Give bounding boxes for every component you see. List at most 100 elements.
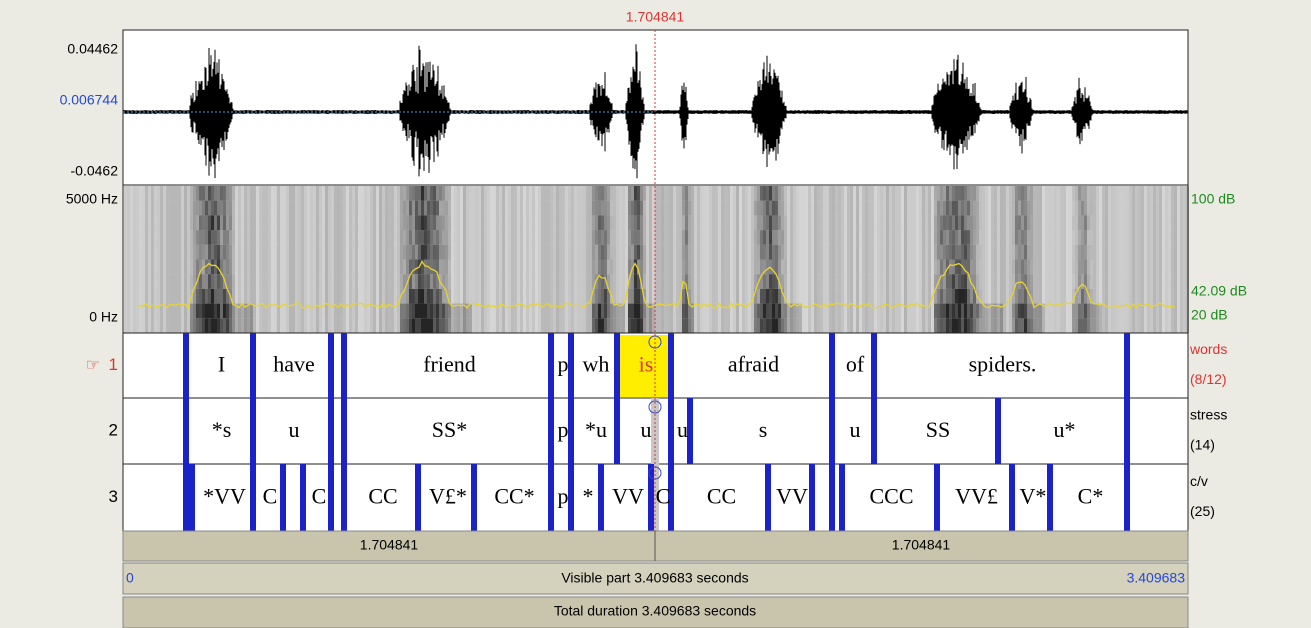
interval-label[interactable]: friend	[423, 352, 476, 377]
interval-label[interactable]: u	[289, 417, 300, 442]
interval-boundary[interactable]	[668, 398, 674, 464]
interval-label[interactable]: have	[273, 352, 315, 377]
interval-boundary[interactable]	[183, 464, 189, 531]
interval-boundary[interactable]	[668, 333, 674, 398]
spectrogram-cell	[373, 274, 376, 289]
interval-boundary[interactable]	[300, 464, 306, 531]
interval-label[interactable]: SS*	[432, 417, 467, 442]
interval-boundary[interactable]	[341, 464, 347, 531]
spectrogram-cell	[478, 289, 481, 304]
interval-boundary[interactable]	[839, 464, 845, 531]
interval-label[interactable]: u	[677, 417, 688, 442]
interval-label[interactable]: CCC	[869, 484, 913, 509]
interval-boundary[interactable]	[328, 464, 334, 531]
interval-label[interactable]: C	[312, 484, 327, 509]
interval-label[interactable]: p	[558, 484, 569, 509]
interval-boundary[interactable]	[183, 333, 189, 398]
interval-label[interactable]: u	[641, 417, 652, 442]
interval-boundary[interactable]	[183, 398, 189, 464]
interval-boundary[interactable]	[328, 398, 334, 464]
interval-boundary[interactable]	[614, 398, 620, 464]
interval-boundary[interactable]	[548, 398, 554, 464]
interval-label[interactable]: C*	[1078, 484, 1104, 509]
interval-boundary[interactable]	[829, 333, 835, 398]
spectrogram-cell	[1000, 215, 1003, 230]
interval-boundary[interactable]	[568, 464, 574, 531]
interval-label[interactable]: V£*	[429, 484, 467, 509]
interval-label[interactable]: V*	[1020, 484, 1047, 509]
spectrogram-cell	[871, 215, 874, 230]
interval-boundary[interactable]	[1009, 464, 1015, 531]
interval-boundary[interactable]	[250, 333, 256, 398]
interval-label[interactable]: u*	[1054, 417, 1076, 442]
interval-boundary[interactable]	[1047, 464, 1053, 531]
interval-boundary[interactable]	[765, 464, 771, 531]
interval-label[interactable]: I	[218, 352, 225, 377]
spectrogram-cell	[769, 201, 772, 216]
interval-label[interactable]: u	[850, 417, 861, 442]
tier-number[interactable]: 2	[109, 420, 118, 439]
interval-boundary[interactable]	[328, 333, 334, 398]
spectrogram-cell	[424, 304, 427, 319]
interval-boundary[interactable]	[568, 333, 574, 398]
spectrogram-cell	[217, 230, 220, 245]
spectrogram-cell	[877, 215, 880, 230]
spectrogram-cell	[427, 215, 430, 230]
interval-boundary[interactable]	[415, 464, 421, 531]
interval-label[interactable]: VV£	[955, 484, 998, 509]
interval-label[interactable]: wh	[583, 352, 610, 377]
interval-boundary[interactable]	[614, 333, 620, 398]
spectrogram-cell	[715, 245, 718, 260]
interval-label[interactable]: s	[759, 417, 768, 442]
interval-label[interactable]: afraid	[728, 352, 779, 377]
interval-boundary[interactable]	[189, 464, 195, 531]
interval-label[interactable]: *u	[585, 417, 607, 442]
interval-boundary[interactable]	[871, 398, 877, 464]
interval-boundary[interactable]	[548, 464, 554, 531]
interval-label[interactable]: VV	[612, 484, 644, 509]
spectrogram-cell	[274, 201, 277, 216]
interval-boundary[interactable]	[341, 398, 347, 464]
interval-label[interactable]: *	[583, 484, 594, 509]
spectrogram-cell	[595, 245, 598, 260]
interval-label[interactable]: SS	[926, 417, 950, 442]
interval-boundary[interactable]	[280, 464, 286, 531]
tier-number[interactable]: 1	[109, 355, 118, 374]
interval-boundary[interactable]	[548, 333, 554, 398]
interval-label[interactable]: C	[656, 484, 671, 509]
interval-boundary[interactable]	[1124, 464, 1130, 531]
interval-label[interactable]: CC	[368, 484, 397, 509]
interval-boundary[interactable]	[871, 333, 877, 398]
interval-label[interactable]: CC*	[494, 484, 534, 509]
spectrogram-cell	[475, 289, 478, 304]
interval-boundary[interactable]	[809, 464, 815, 531]
interval-boundary[interactable]	[568, 398, 574, 464]
spectrogram-cell	[544, 318, 547, 333]
spectrogram-cell	[922, 230, 925, 245]
interval-label[interactable]: C	[263, 484, 278, 509]
interval-label[interactable]: of	[846, 352, 865, 377]
interval-label[interactable]: is	[639, 352, 654, 377]
interval-boundary[interactable]	[995, 398, 1001, 464]
interval-boundary[interactable]	[1124, 333, 1130, 398]
spectrogram-cell	[283, 260, 286, 275]
interval-label[interactable]: spiders.	[969, 352, 1037, 377]
interval-boundary[interactable]	[250, 398, 256, 464]
interval-boundary[interactable]	[341, 333, 347, 398]
spectrogram-cell	[997, 230, 1000, 245]
interval-boundary[interactable]	[829, 464, 835, 531]
interval-boundary[interactable]	[471, 464, 477, 531]
interval-boundary[interactable]	[829, 398, 835, 464]
tier-number[interactable]: 3	[109, 487, 118, 506]
spectrogram-cell	[427, 289, 430, 304]
interval-label[interactable]: VV	[776, 484, 808, 509]
interval-label[interactable]: p	[558, 352, 569, 377]
interval-boundary[interactable]	[1124, 398, 1130, 464]
interval-boundary[interactable]	[934, 464, 940, 531]
interval-label[interactable]: p	[558, 417, 569, 442]
interval-boundary[interactable]	[598, 464, 604, 531]
interval-boundary[interactable]	[250, 464, 256, 531]
interval-label[interactable]: *s	[212, 417, 232, 442]
interval-label[interactable]: CC	[707, 484, 736, 509]
interval-label[interactable]: *VV	[203, 484, 246, 509]
